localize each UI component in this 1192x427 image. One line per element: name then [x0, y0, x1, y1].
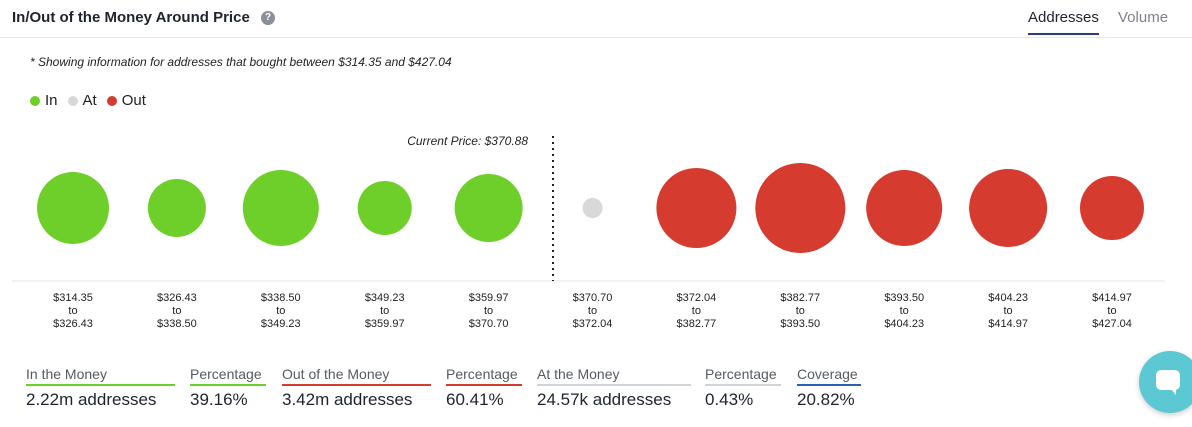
legend-label-out: Out — [121, 92, 146, 109]
bucket-to-label: $414.97 — [988, 318, 1028, 330]
stat-at-the-money: At the Money 24.57k addresses — [537, 366, 691, 410]
bubble-in — [242, 170, 319, 246]
stat-in-percentage: Percentage 39.16% — [190, 366, 266, 410]
bubble-in — [147, 179, 206, 237]
bucket-to-label: $372.04 — [573, 318, 613, 330]
bucket-to-label: $404.23 — [884, 318, 924, 330]
chat-button[interactable] — [1139, 351, 1192, 413]
bucket-to-connector: to — [172, 305, 181, 317]
stat-label: At the Money — [537, 366, 691, 386]
stat-out-of-the-money: Out of the Money 3.42m addresses — [282, 366, 431, 410]
bucket-from-label: $372.04 — [677, 292, 717, 304]
bucket-to-connector: to — [796, 305, 805, 317]
bubble-out — [866, 170, 943, 246]
bucket-to-label: $370.70 — [469, 318, 509, 330]
bucket-to-connector: to — [900, 305, 909, 317]
bubble-out — [755, 163, 846, 253]
legend-dot-at — [67, 95, 78, 106]
stat-value: 20.82% — [797, 390, 855, 409]
bucket-to-label: $326.43 — [53, 318, 93, 330]
stat-value: 2.22m addresses — [26, 390, 157, 409]
bucket-to-connector: to — [380, 305, 389, 317]
stat-label: Coverage — [797, 366, 861, 386]
bucket-from-label: $370.70 — [573, 292, 613, 304]
chat-bubble-icon — [1156, 370, 1180, 395]
bucket-from-label: $404.23 — [988, 292, 1028, 304]
widget-header: In/Out of the Money Around Price ? Addre… — [0, 0, 1192, 38]
legend-label-at: At — [82, 92, 97, 109]
stat-value: 0.43% — [705, 390, 754, 409]
bubble-out — [1080, 176, 1144, 240]
stat-in-the-money: In the Money 2.22m addresses — [26, 366, 175, 410]
range-note: * Showing information for addresses that… — [30, 55, 452, 69]
bucket-from-label: $393.50 — [884, 292, 924, 304]
bucket-to-label: $382.77 — [677, 318, 717, 330]
legend-dot-out — [106, 95, 117, 106]
bucket-to-label: $338.50 — [157, 318, 197, 330]
stat-at-percentage: Percentage 0.43% — [705, 366, 781, 410]
bucket-from-label: $382.77 — [780, 292, 820, 304]
bucket-to-label: $393.50 — [780, 318, 820, 330]
bucket-to-label: $427.04 — [1092, 318, 1132, 330]
stat-value: 24.57k addresses — [537, 390, 672, 409]
stat-value: 60.41% — [446, 390, 504, 409]
bucket-from-label: $349.23 — [365, 292, 405, 304]
stat-coverage: Coverage 20.82% — [797, 366, 861, 410]
bubble-in — [357, 181, 412, 235]
stat-out-percentage: Percentage 60.41% — [446, 366, 522, 410]
bubble-in — [37, 172, 109, 244]
bucket-to-connector: to — [692, 305, 701, 317]
bucket-to-connector: to — [484, 305, 493, 317]
bucket-to-label: $359.97 — [365, 318, 405, 330]
stat-label: Percentage — [705, 366, 781, 386]
bucket-from-label: $338.50 — [261, 292, 301, 304]
money-bubble-chart: Current Price: $370.88$314.35to$326.43$3… — [12, 134, 1165, 330]
bucket-to-connector: to — [68, 305, 77, 317]
tab-addresses[interactable]: Addresses — [1028, 9, 1099, 35]
bucket-from-label: $359.97 — [469, 292, 509, 304]
stat-value: 3.42m addresses — [282, 390, 413, 409]
stats-bar: In the Money 2.22m addresses Percentage … — [0, 366, 1192, 427]
legend-dot-in — [30, 95, 40, 106]
bucket-to-connector: to — [588, 305, 597, 317]
stat-value: 39.16% — [190, 390, 248, 409]
bucket-to-connector: to — [276, 305, 285, 317]
bucket-from-label: $414.97 — [1092, 292, 1132, 304]
current-price-label: Current Price: $370.88 — [407, 134, 528, 148]
bucket-from-label: $326.43 — [157, 292, 197, 304]
bucket-from-label: $314.35 — [53, 292, 93, 304]
tab-volume[interactable]: Volume — [1118, 9, 1169, 26]
bubble-out — [969, 169, 1048, 247]
widget-title: In/Out of the Money Around Price — [12, 9, 250, 26]
bucket-to-connector: to — [1107, 305, 1116, 317]
stat-label: Out of the Money — [282, 366, 431, 386]
stat-label: Percentage — [446, 366, 522, 386]
legend-item-in[interactable]: In — [30, 92, 58, 109]
bucket-to-connector: to — [1004, 305, 1013, 317]
help-icon[interactable]: ? — [261, 11, 275, 25]
chart-legend: In At Out — [30, 92, 156, 109]
bucket-to-label: $349.23 — [261, 318, 301, 330]
bubble-out — [656, 168, 737, 248]
legend-item-at[interactable]: At — [67, 92, 97, 109]
stat-label: In the Money — [26, 366, 175, 386]
legend-item-out[interactable]: Out — [106, 92, 146, 109]
legend-label-in: In — [45, 92, 58, 109]
bubble-in — [454, 174, 523, 242]
bubble-at — [582, 198, 603, 218]
stat-label: Percentage — [190, 366, 266, 386]
